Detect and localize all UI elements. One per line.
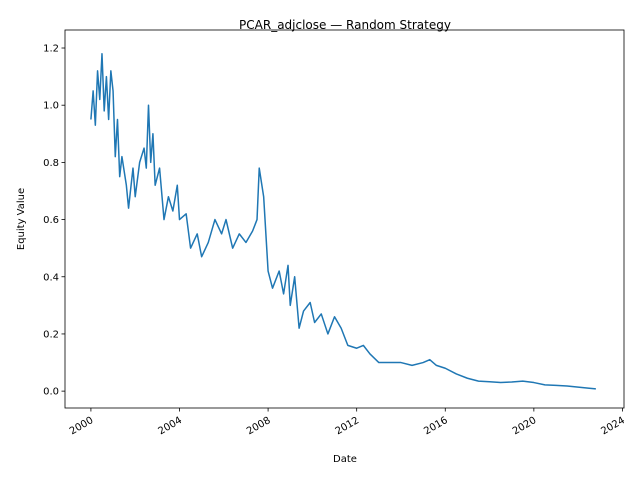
x-tick-label: 2016 bbox=[422, 415, 450, 437]
x-tick-label: 2000 bbox=[68, 415, 96, 437]
x-tick-label: 2012 bbox=[334, 415, 362, 437]
x-tick-label: 2008 bbox=[245, 415, 273, 437]
y-tick-label: 0.0 bbox=[43, 387, 59, 398]
x-tick-label: 2024 bbox=[599, 415, 627, 437]
y-tick-label: 0.8 bbox=[43, 158, 59, 169]
x-tick-label: 2004 bbox=[156, 415, 184, 437]
x-tick-label: 2020 bbox=[511, 415, 539, 437]
x-axis-label: Date bbox=[333, 454, 357, 465]
chart-title: PCAR_adjclose — Random Strategy bbox=[239, 18, 451, 32]
plot-frame bbox=[64, 29, 625, 409]
y-tick-label: 0.4 bbox=[43, 272, 59, 283]
y-tick-label: 1.2 bbox=[43, 44, 59, 55]
y-tick-label: 1.0 bbox=[43, 101, 59, 112]
y-tick-label: 0.2 bbox=[43, 329, 59, 340]
y-axis-label: Equity Value bbox=[16, 188, 27, 250]
y-tick-label: 0.6 bbox=[43, 215, 59, 226]
series-line bbox=[90, 52, 596, 390]
